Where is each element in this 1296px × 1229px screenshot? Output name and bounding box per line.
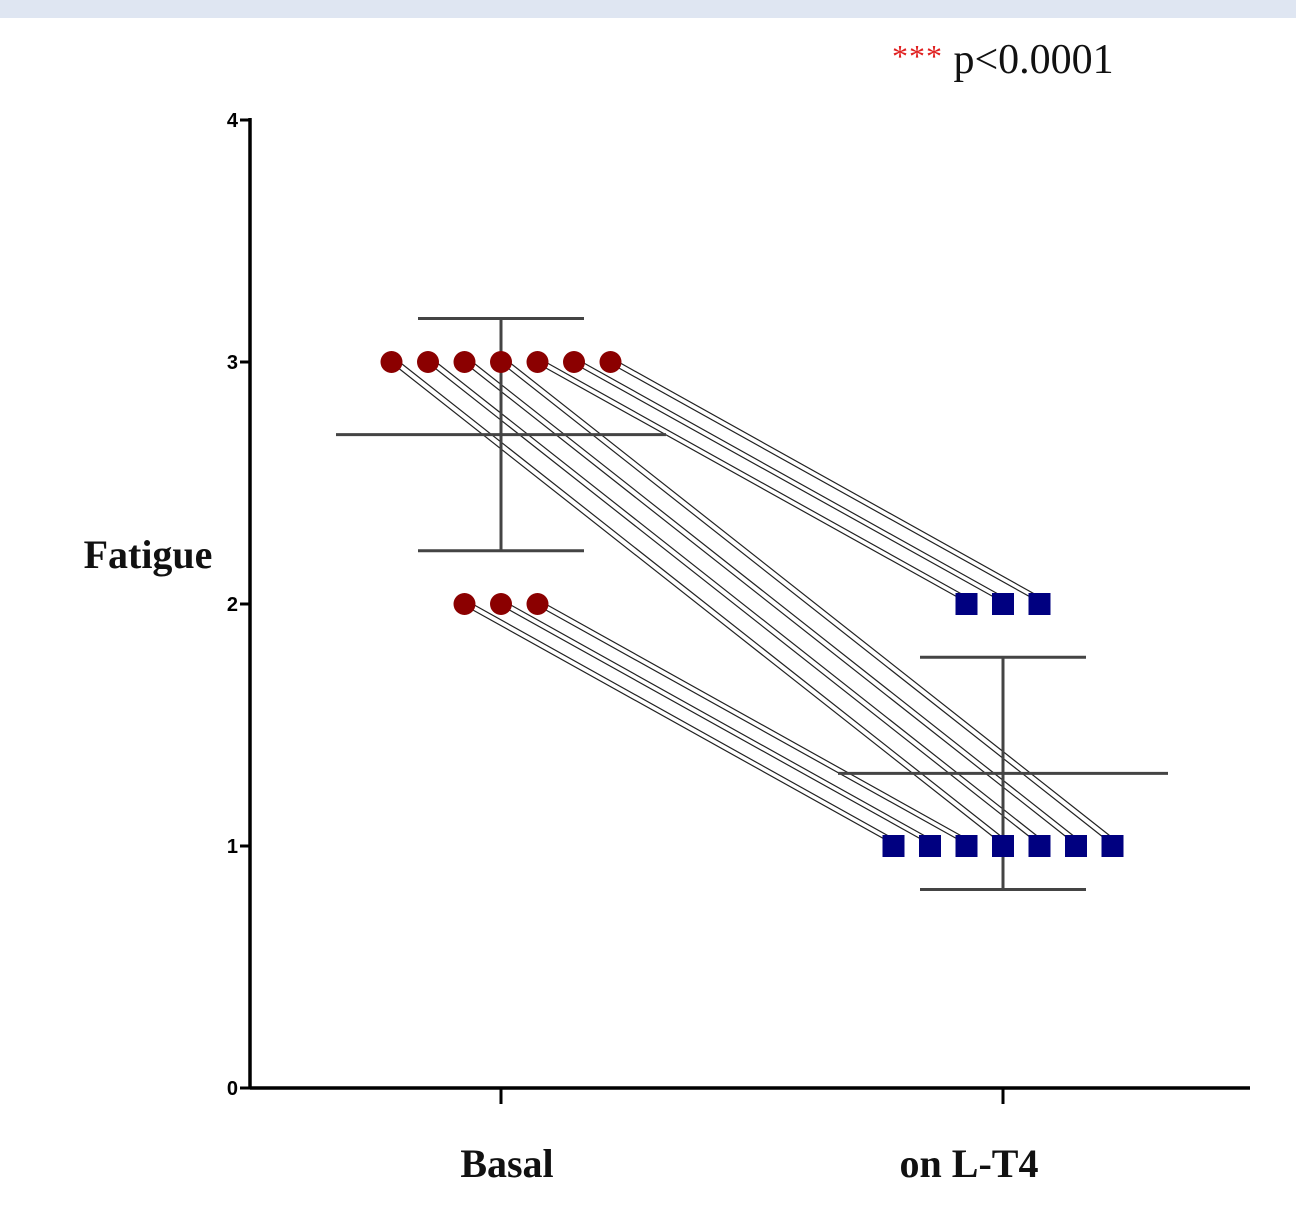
pair-line [540,606,965,844]
basal-point [599,351,622,373]
on-lt4-point [1028,593,1051,615]
on-lt4-point [919,835,941,857]
pair-line [545,603,971,842]
x-category-label: on L-T4 [900,1141,1039,1186]
basal-point [490,351,512,373]
pair-line [472,361,1081,842]
pair-line [472,603,898,842]
significance-stars: *** [892,38,943,74]
pair-line [503,606,929,844]
on-lt4-point [1101,835,1124,857]
on-lt4-point [1028,835,1051,857]
on-lt4-point [1065,835,1087,857]
on-lt4-point [992,835,1014,857]
pair-line [581,361,1008,600]
pair-line [576,364,1002,602]
x-category-label: Basal [460,1141,553,1186]
y-tick-label: 0 [227,1078,238,1100]
basal-point [526,351,549,373]
pair-line [540,364,965,602]
y-tick-label: 4 [227,110,239,132]
pair-line [467,364,1075,844]
basal-point [490,593,512,615]
pair-line [618,361,1044,600]
y-axis-title: Fatigue [84,532,213,577]
axes: 0 1 2 3 4 Basal on L-T4 [227,110,1250,1186]
top-band [0,0,1296,18]
p-value: p<0.0001 [953,37,1114,83]
y-tick-label: 1 [227,836,238,858]
pair-line [613,364,1038,602]
basal-point [417,351,439,373]
on-lt4-point [992,593,1014,615]
pair-line [508,603,935,842]
pair-line [503,364,1111,844]
data-points [380,351,1124,857]
basal-point [563,351,585,373]
pair-line [394,364,1002,844]
basal-point [526,593,549,615]
pair-lines [394,361,1117,844]
basal-point [380,351,403,373]
pair-line [435,361,1044,842]
pair-line [430,364,1038,844]
on-lt4-point [955,593,978,615]
y-tick-label: 3 [227,352,238,374]
pair-line [467,606,892,844]
on-lt4-point [882,835,905,857]
basal-point [453,593,476,615]
pair-line [508,361,1117,842]
significance-note: *** p<0.0001 [892,30,1114,86]
basal-point [453,351,476,373]
pair-line [545,361,971,600]
y-tick-label: 2 [227,594,238,616]
on-lt4-point [955,835,978,857]
